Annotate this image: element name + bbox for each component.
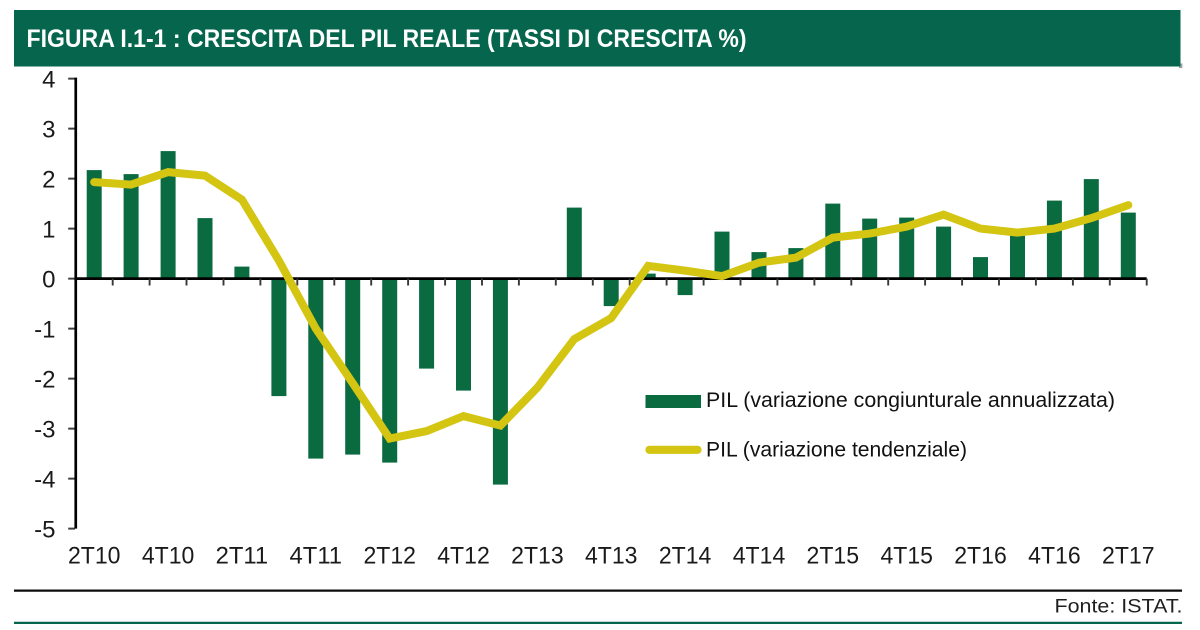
svg-text:2: 2 [42, 166, 55, 193]
svg-text:4T12: 4T12 [437, 543, 490, 570]
svg-text:3: 3 [42, 116, 55, 143]
svg-text:2T15: 2T15 [807, 543, 860, 570]
svg-text:4T15: 4T15 [880, 543, 933, 570]
svg-text:2T17: 2T17 [1102, 543, 1155, 570]
svg-text:-1: -1 [34, 316, 55, 343]
svg-text:PIL (variazione tendenziale): PIL (variazione tendenziale) [706, 438, 967, 462]
svg-text:2T11: 2T11 [216, 543, 269, 570]
svg-text:1: 1 [42, 216, 55, 243]
svg-text:2T14: 2T14 [659, 543, 712, 570]
svg-text:2T13: 2T13 [511, 543, 564, 570]
svg-text:4: 4 [42, 66, 55, 93]
svg-text:0: 0 [42, 266, 55, 293]
svg-text:PIL (variazione congiunturale: PIL (variazione congiunturale annualizza… [706, 388, 1115, 412]
svg-text:-5: -5 [34, 516, 55, 543]
svg-text:2T10: 2T10 [68, 543, 121, 570]
svg-text:4T16: 4T16 [1028, 543, 1081, 570]
svg-text:-3: -3 [34, 416, 55, 443]
svg-text:-2: -2 [34, 366, 55, 393]
svg-text:4T14: 4T14 [733, 543, 786, 570]
svg-text:4T11: 4T11 [290, 543, 343, 570]
svg-text:FIGURA I.1-1 : CRESCITA DEL PI: FIGURA I.1-1 : CRESCITA DEL PIL REALE (T… [27, 25, 747, 53]
svg-text:4T13: 4T13 [585, 543, 638, 570]
svg-text:Fonte: ISTAT.: Fonte: ISTAT. [1055, 595, 1183, 617]
svg-text:2T16: 2T16 [954, 543, 1007, 570]
svg-text:2T12: 2T12 [363, 543, 416, 570]
svg-text:4T10: 4T10 [142, 543, 195, 570]
svg-text:-4: -4 [34, 466, 55, 493]
